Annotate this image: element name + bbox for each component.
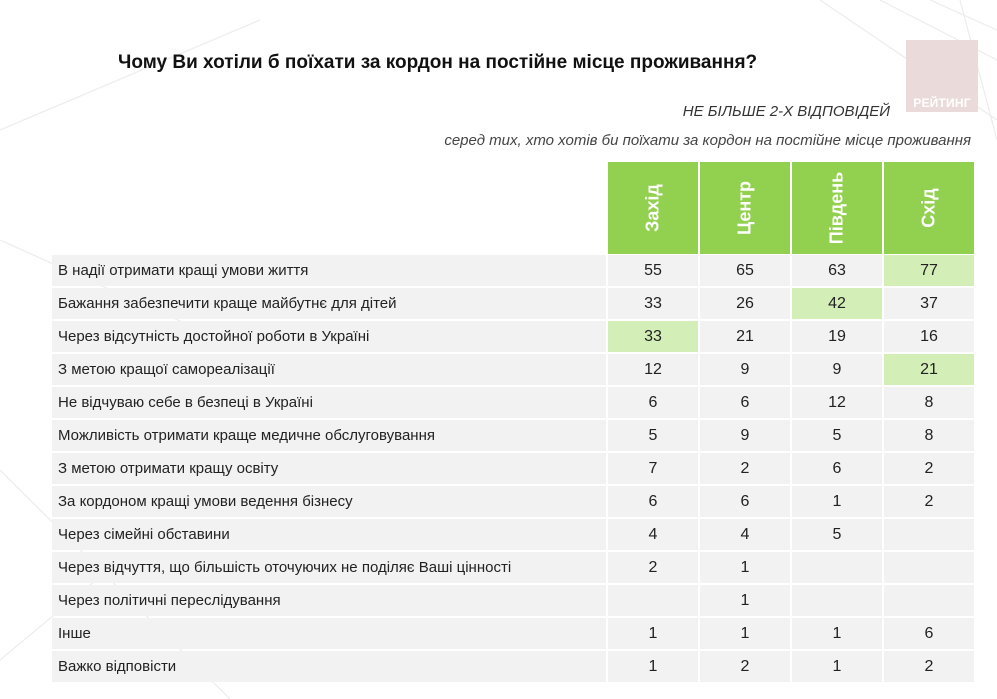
- value-cell: [884, 519, 974, 550]
- table-row: Важко відповісти 1 2 1 2: [52, 651, 976, 682]
- value-cell: 2: [884, 453, 974, 484]
- value-cell: 5: [792, 420, 882, 451]
- column-header-label: Захід: [642, 184, 663, 232]
- value-cell: 4: [700, 519, 790, 550]
- value-cell: [792, 585, 882, 616]
- row-label: Через сімейні обставини: [52, 519, 606, 550]
- row-label: За кордоном кращі умови ведення бізнесу: [52, 486, 606, 517]
- value-cell: 5: [608, 420, 698, 451]
- value-cell: 1: [700, 618, 790, 649]
- value-cell: 21: [700, 321, 790, 352]
- table-row: За кордоном кращі умови ведення бізнесу 6…: [52, 486, 976, 517]
- table-row: З метою кращої самореалізації 12 9 9 21: [52, 354, 976, 385]
- value-cell: 65: [700, 255, 790, 286]
- column-header-tsentr: Центр: [700, 162, 790, 254]
- value-cell: 21: [884, 354, 974, 385]
- value-cell: 42: [792, 288, 882, 319]
- value-cell: [608, 585, 698, 616]
- row-label: Через політичні переслідування: [52, 585, 606, 616]
- value-cell: 12: [608, 354, 698, 385]
- row-label: З метою кращої самореалізації: [52, 354, 606, 385]
- row-label: З метою отримати кращу освіту: [52, 453, 606, 484]
- value-cell: 4: [608, 519, 698, 550]
- value-cell: 6: [608, 486, 698, 517]
- answers-note: НЕ БІЛЬШЕ 2-Х ВІДПОВІДЕЙ: [682, 103, 890, 120]
- logo-text: РЕЙТИНГ: [913, 96, 971, 110]
- page-title: Чому Ви хотіли б поїхати за кордон на по…: [118, 52, 758, 73]
- value-cell: 77: [884, 255, 974, 286]
- row-label: Через відчуття, що більшість оточуючих н…: [52, 552, 606, 583]
- table-row: Бажання забезпечити краще майбутнє для д…: [52, 288, 976, 319]
- row-label: Не відчуваю себе в безпеці в Україні: [52, 387, 606, 418]
- value-cell: 8: [884, 387, 974, 418]
- value-cell: 16: [884, 321, 974, 352]
- column-header-label: Південь: [826, 171, 847, 245]
- value-cell: 2: [700, 453, 790, 484]
- value-cell: 1: [700, 552, 790, 583]
- value-cell: 9: [792, 354, 882, 385]
- value-cell: 26: [700, 288, 790, 319]
- row-label: Через відсутність достойної роботи в Укр…: [52, 321, 606, 352]
- table-row: В надії отримати кращі умови життя 55 65 63…: [52, 255, 976, 286]
- column-header-label: Центр: [734, 180, 755, 236]
- row-label: Інше: [52, 618, 606, 649]
- value-cell: 55: [608, 255, 698, 286]
- value-cell: 37: [884, 288, 974, 319]
- value-cell: 6: [608, 387, 698, 418]
- row-label: Можливість отримати краще медичне обслуг…: [52, 420, 606, 451]
- value-cell: 7: [608, 453, 698, 484]
- value-cell: 12: [792, 387, 882, 418]
- column-header-skhid: Схід: [884, 162, 974, 254]
- value-cell: 5: [792, 519, 882, 550]
- table-row: Через відсутність достойної роботи в Укр…: [52, 321, 976, 352]
- value-cell: 2: [608, 552, 698, 583]
- value-cell: [884, 585, 974, 616]
- value-cell: 19: [792, 321, 882, 352]
- table-row: Через відчуття, що більшість оточуючих н…: [52, 552, 976, 583]
- row-label: В надії отримати кращі умови життя: [52, 255, 606, 286]
- value-cell: 1: [700, 585, 790, 616]
- column-header-label: Схід: [918, 188, 939, 228]
- value-cell: [884, 552, 974, 583]
- value-cell: 33: [608, 321, 698, 352]
- value-cell: 1: [792, 618, 882, 649]
- value-cell: 8: [884, 420, 974, 451]
- base-note: серед тих, хто хотів би поїхати за кордо…: [444, 132, 971, 149]
- value-cell: 9: [700, 420, 790, 451]
- table-row: З метою отримати кращу освіту 7 2 6 2: [52, 453, 976, 484]
- brand-logo: РЕЙТИНГ: [906, 40, 978, 112]
- value-cell: [792, 552, 882, 583]
- table-row: Не відчуваю себе в безпеці в Україні 6 6 12…: [52, 387, 976, 418]
- value-cell: 2: [884, 651, 974, 682]
- column-headers: Захід Центр Південь Схід: [608, 162, 974, 254]
- value-cell: 63: [792, 255, 882, 286]
- table-row: Інше 1 1 1 6: [52, 618, 976, 649]
- value-cell: 1: [792, 651, 882, 682]
- value-cell: 9: [700, 354, 790, 385]
- value-cell: 6: [700, 486, 790, 517]
- row-label: Бажання забезпечити краще майбутнє для д…: [52, 288, 606, 319]
- row-label: Важко відповісти: [52, 651, 606, 682]
- value-cell: 6: [792, 453, 882, 484]
- value-cell: 1: [792, 486, 882, 517]
- table-row: Можливість отримати краще медичне обслуг…: [52, 420, 976, 451]
- value-cell: 2: [884, 486, 974, 517]
- data-table: В надії отримати кращі умови життя 55 65 63…: [52, 255, 976, 684]
- value-cell: 33: [608, 288, 698, 319]
- column-header-zakhid: Захід: [608, 162, 698, 254]
- value-cell: 6: [884, 618, 974, 649]
- table-row: Через сімейні обставини 4 4 5: [52, 519, 976, 550]
- value-cell: 1: [608, 618, 698, 649]
- column-header-pivden: Південь: [792, 162, 882, 254]
- table-row: Через політичні переслідування 1: [52, 585, 976, 616]
- value-cell: 6: [700, 387, 790, 418]
- value-cell: 1: [608, 651, 698, 682]
- value-cell: 2: [700, 651, 790, 682]
